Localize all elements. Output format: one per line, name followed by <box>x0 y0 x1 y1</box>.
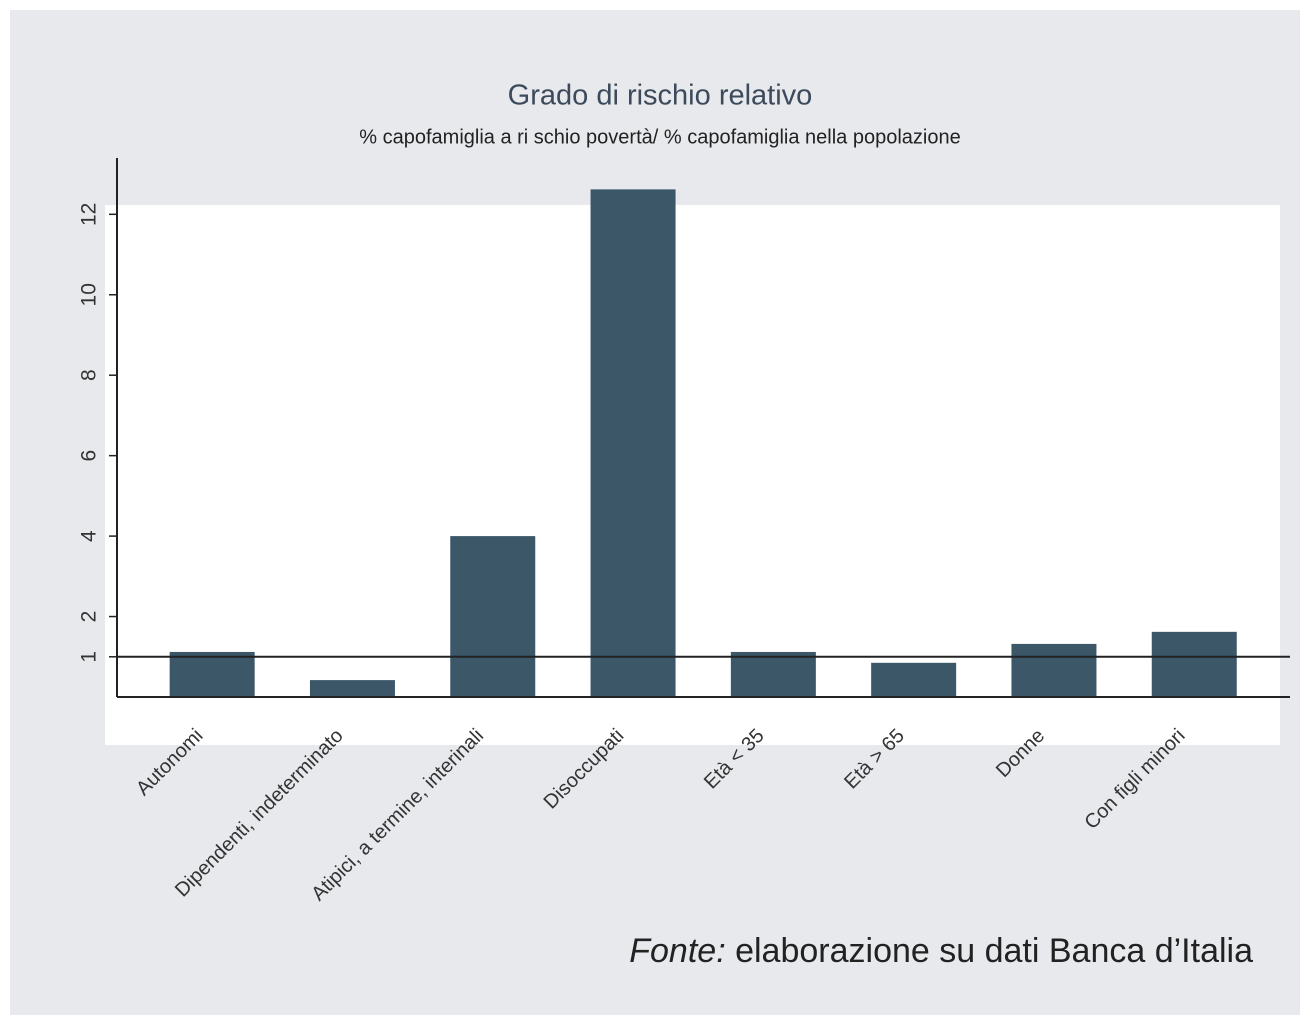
y-tick-label: 8 <box>78 369 101 381</box>
bar <box>450 536 536 697</box>
source-label: Fonte: <box>629 932 725 970</box>
source-text: elaborazione su dati Banca d’Italia <box>735 932 1253 970</box>
chart-subtitle: % capofamiglia a ri schio povertà/ % cap… <box>359 126 960 148</box>
bar <box>730 651 816 697</box>
y-tick-label: 2 <box>78 611 101 623</box>
source-note: Fonte: elaborazione su dati Banca d’Ital… <box>629 932 1253 970</box>
chart-title: Grado di rischio relativo <box>508 80 813 112</box>
bar <box>871 662 957 697</box>
bar <box>1151 631 1237 697</box>
plot-area <box>105 205 1280 745</box>
bar <box>169 651 255 697</box>
y-tick-label: 10 <box>78 283 101 306</box>
y-tick-label: 4 <box>78 530 101 542</box>
bar <box>1011 643 1097 697</box>
y-tick-label: 6 <box>78 450 101 462</box>
y-tick-label: 1 <box>78 651 101 663</box>
y-tick-label: 12 <box>78 203 101 226</box>
bar <box>309 680 395 697</box>
bar <box>590 189 676 697</box>
